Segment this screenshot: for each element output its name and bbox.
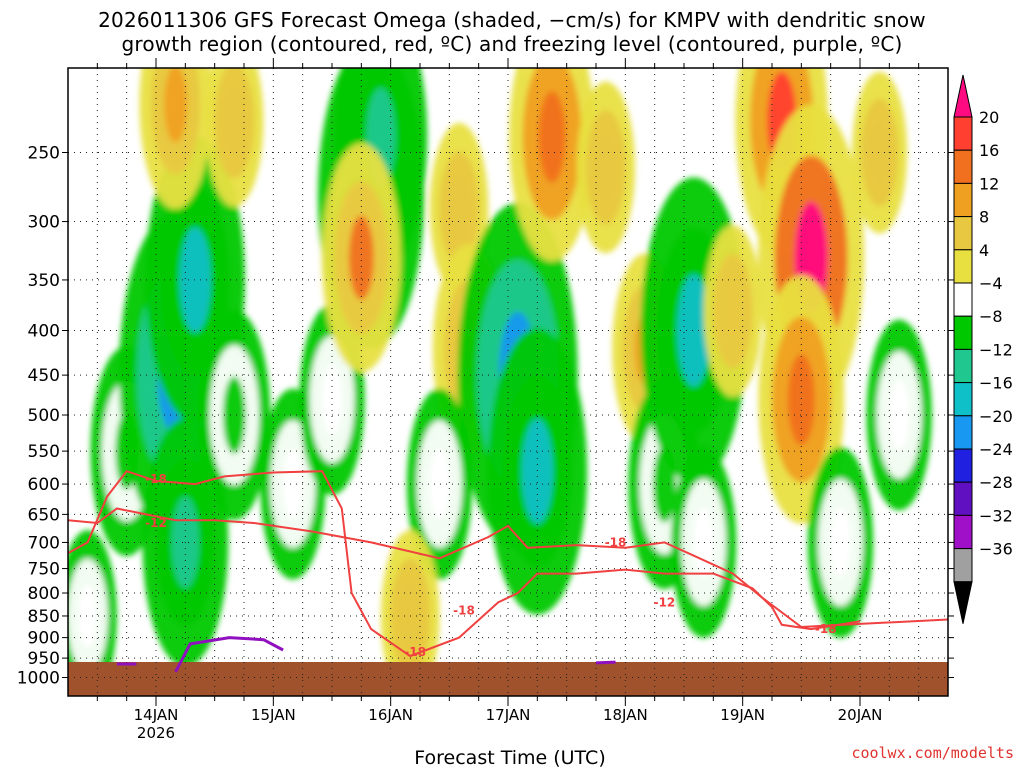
colorbar-label: −16 <box>979 374 1013 393</box>
colorbar-segment <box>953 116 973 151</box>
colorbar-label: 4 <box>979 241 989 260</box>
colorbar-segment <box>953 514 973 550</box>
y-tick-label: 650 <box>28 505 60 525</box>
omega-blob-core <box>224 89 244 153</box>
omega-blob-core <box>348 215 374 300</box>
colorbar-segment <box>953 548 973 583</box>
dgz-contour-label: -12 <box>145 516 167 530</box>
y-tick-label: 250 <box>28 144 60 164</box>
colorbar-label: 16 <box>979 141 999 160</box>
omega-blob-core <box>888 380 910 450</box>
colorbar-segment <box>953 448 973 483</box>
colorbar-label: −28 <box>979 473 1013 492</box>
x-tick-label: 15JAN <box>251 706 296 724</box>
colorbar-segment <box>953 216 973 251</box>
x-tick-label: 20JAN <box>838 706 883 724</box>
x-tick-label: 18JAN <box>603 706 648 724</box>
freezing-level-line <box>595 660 616 665</box>
y-tick-label: 750 <box>28 560 60 580</box>
x-tick-label: 16JAN <box>368 706 413 724</box>
omega-blob-core <box>787 354 815 446</box>
colorbar: 20 16 12 8 4 −4 −8 −12 −16 −20 −24 −28 −32 −36 <box>953 74 1013 624</box>
y-tick-label: 850 <box>28 607 60 627</box>
omega-blob-layer <box>68 68 932 696</box>
colorbar-segment <box>953 282 973 317</box>
colorbar-segment <box>953 315 973 350</box>
colorbar-segment <box>953 149 973 184</box>
colorbar-label: 20 <box>979 108 999 127</box>
y-tick-label: 700 <box>28 533 60 553</box>
omega-blob-core <box>179 227 211 333</box>
colorbar-bottom-arrow <box>953 581 973 624</box>
dgz-contour-label: -18 <box>605 535 627 549</box>
credit-link[interactable]: coolwx.com/modelts <box>851 744 1014 762</box>
omega-blob-core <box>723 279 743 343</box>
dgz-contour-label: -18 <box>145 472 167 486</box>
colorbar-segment <box>953 182 973 218</box>
omega-blob-core <box>693 507 714 578</box>
colorbar-label: −8 <box>979 307 1003 326</box>
x-tick-label: 14JAN <box>134 706 179 724</box>
x-axis-label: Forecast Time (UTC) <box>414 747 605 768</box>
y-tick-label: 300 <box>28 213 60 233</box>
colorbar-segment <box>953 382 973 417</box>
omega-blob-core <box>164 68 187 143</box>
y-axis: 2503003504004505005506006507007508008509… <box>17 144 954 689</box>
ground-terrain <box>68 662 948 696</box>
colorbar-label: −32 <box>979 506 1013 525</box>
y-tick-label: 1000 <box>17 669 60 689</box>
omega-blob-core <box>222 376 246 454</box>
y-tick-label: 400 <box>28 322 60 342</box>
dgz-contour-label: -12 <box>654 595 676 609</box>
omega-blob-core <box>676 274 711 387</box>
dgz-contour-label: -18 <box>453 604 475 618</box>
freezing-level-contours <box>116 636 616 673</box>
y-tick-label: 900 <box>28 629 60 649</box>
omega-blob-core <box>321 364 343 435</box>
colorbar-label: −20 <box>979 407 1013 426</box>
y-tick-label: 500 <box>28 406 60 426</box>
y-tick-label: 950 <box>28 649 60 669</box>
dgz-contour-label: -18 <box>815 622 837 636</box>
omega-blob-core <box>429 449 450 520</box>
chart-title-line-1: 2026011306 GFS Forecast Omega (shaded, −… <box>98 8 926 32</box>
colorbar-label: −4 <box>979 274 1003 293</box>
dgz-contour-label: -18 <box>404 645 426 659</box>
omega-blob-core <box>538 91 566 183</box>
omega-blob-core <box>830 507 851 578</box>
freezing-level-line <box>174 636 284 673</box>
y-tick-label: 350 <box>28 271 60 291</box>
omega-shading <box>68 68 932 696</box>
x-tick-label: 17JAN <box>486 706 531 724</box>
colorbar-label: −36 <box>979 540 1013 559</box>
colorbar-segment <box>953 481 973 516</box>
colorbar-label: 12 <box>979 174 999 193</box>
y-tick-label: 550 <box>28 442 60 462</box>
y-tick-label: 800 <box>28 584 60 604</box>
y-tick-label: 450 <box>28 366 60 386</box>
chart-title-line-2: growth region (contoured, red, ºC) and f… <box>121 32 903 56</box>
colorbar-label: −24 <box>979 440 1013 459</box>
colorbar-label: 8 <box>979 208 989 227</box>
omega-blob-core <box>521 418 554 524</box>
colorbar-label: −12 <box>979 340 1013 359</box>
colorbar-segment <box>953 415 973 450</box>
omega-blob-core <box>282 449 304 520</box>
y-tick-label: 600 <box>28 475 60 495</box>
omega-blob-core <box>449 177 469 241</box>
dgz-contour-line <box>68 470 861 658</box>
x-tick-sublabel: 2026 <box>137 724 175 742</box>
ground-fill <box>68 662 948 696</box>
omega-blob-core <box>78 584 97 648</box>
colorbar-top-arrow <box>953 74 973 118</box>
x-tick-label: 19JAN <box>720 706 765 724</box>
omega-blob-core <box>870 122 889 183</box>
colorbar-segment <box>953 348 973 384</box>
dgz-contours: -12 -12 -18 -18 -18 -18 -18 <box>68 470 948 659</box>
colorbar-segment <box>953 249 973 284</box>
omega-blob-core <box>596 135 616 199</box>
